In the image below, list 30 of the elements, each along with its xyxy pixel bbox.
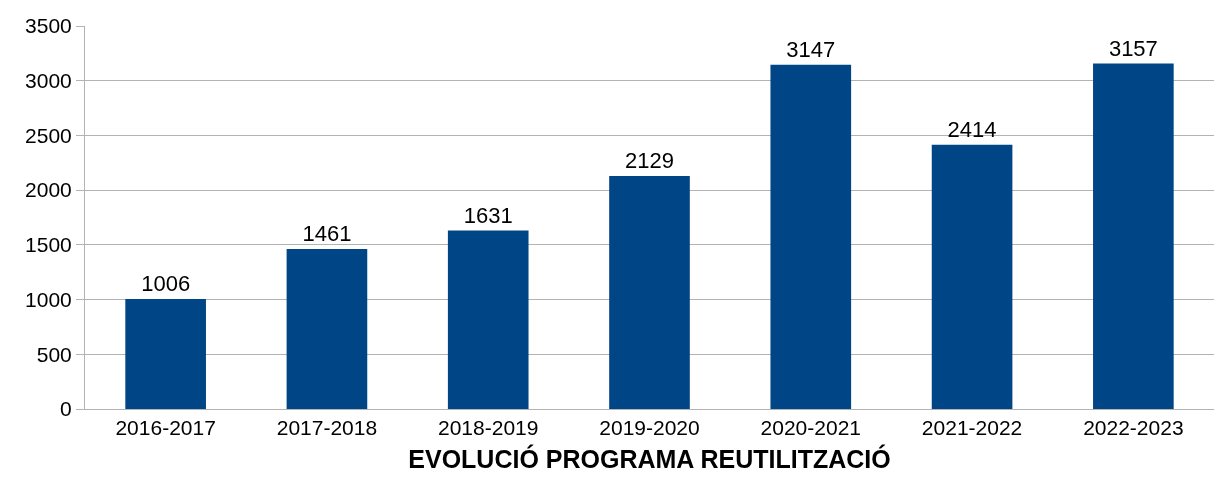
- y-tick-label: 1500: [25, 233, 72, 257]
- bar: [770, 64, 852, 409]
- y-tick-label: 2500: [25, 123, 72, 147]
- bar: [931, 144, 1013, 409]
- y-tick-label: 1000: [25, 287, 72, 311]
- bar: [286, 249, 368, 409]
- x-tick-label: 2020-2021: [760, 416, 862, 440]
- y-tick-label: 3000: [25, 69, 72, 93]
- x-tick-label: 2021-2022: [921, 416, 1023, 440]
- y-tick-label: 500: [36, 342, 72, 366]
- data-label: 2414: [947, 116, 997, 142]
- x-tick-label: 2018-2019: [437, 416, 539, 440]
- y-tick-label: 2000: [25, 178, 72, 202]
- data-label: 1631: [463, 202, 513, 228]
- bar: [447, 230, 529, 409]
- data-label: 1006: [141, 270, 191, 296]
- x-tick-label: 2016-2017: [115, 416, 216, 440]
- x-axis-title: EVOLUCIÓ PROGRAMA REUTILITZACIÓ: [408, 444, 891, 474]
- x-tick-label: 2019-2020: [599, 416, 700, 440]
- bar: [125, 298, 206, 409]
- x-tick-label: 2022-2023: [1083, 416, 1184, 440]
- data-label: 3147: [786, 36, 836, 62]
- x-tick-label: 2017-2018: [276, 416, 378, 440]
- bar: [609, 176, 690, 409]
- y-tick-label: 3500: [25, 14, 72, 38]
- y-tick-label: 0: [60, 397, 72, 421]
- data-label: 2129: [625, 148, 674, 174]
- data-label: 1461: [302, 221, 352, 247]
- bar: [1093, 63, 1174, 409]
- data-label: 3157: [1108, 35, 1158, 61]
